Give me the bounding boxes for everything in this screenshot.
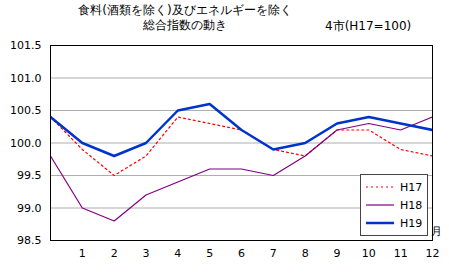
html-text:H17: H17 <box>400 180 423 194</box>
svg-text:100.0: 100.0 <box>10 137 42 150</box>
html-text:4市(H17=100): 4市(H17=100) <box>325 19 412 33</box>
svg-text:100.5: 100.5 <box>10 104 42 117</box>
svg-text:99.5: 99.5 <box>17 169 42 182</box>
svg-text:4: 4 <box>174 247 181 260</box>
svg-text:月: 月 <box>431 225 442 238</box>
svg-text:99.0: 99.0 <box>17 202 42 215</box>
svg-text:98.5: 98.5 <box>17 234 42 247</box>
svg-text:12: 12 <box>426 247 440 260</box>
html-text:食料(酒類を除く)及びエネルギーを除く 総合指数の動き: 食料(酒類を除く)及びエネルギーを除く 総合指数の動き <box>78 3 292 32</box>
svg-text:3: 3 <box>143 247 150 260</box>
svg-text:101.5: 101.5 <box>10 39 42 52</box>
html-text:H18: H18 <box>400 198 423 212</box>
svg-text:101.0: 101.0 <box>10 72 42 85</box>
svg-text:9: 9 <box>334 247 341 260</box>
svg-text:6: 6 <box>238 247 245 260</box>
html-text:H19: H19 <box>400 216 423 230</box>
svg-text:1: 1 <box>79 247 86 260</box>
svg-text:8: 8 <box>302 247 309 260</box>
svg-text:11: 11 <box>394 247 408 260</box>
svg-text:5: 5 <box>206 247 213 260</box>
svg-text:7: 7 <box>270 247 277 260</box>
svg-text:2: 2 <box>111 247 118 260</box>
svg-text:10: 10 <box>362 247 376 260</box>
